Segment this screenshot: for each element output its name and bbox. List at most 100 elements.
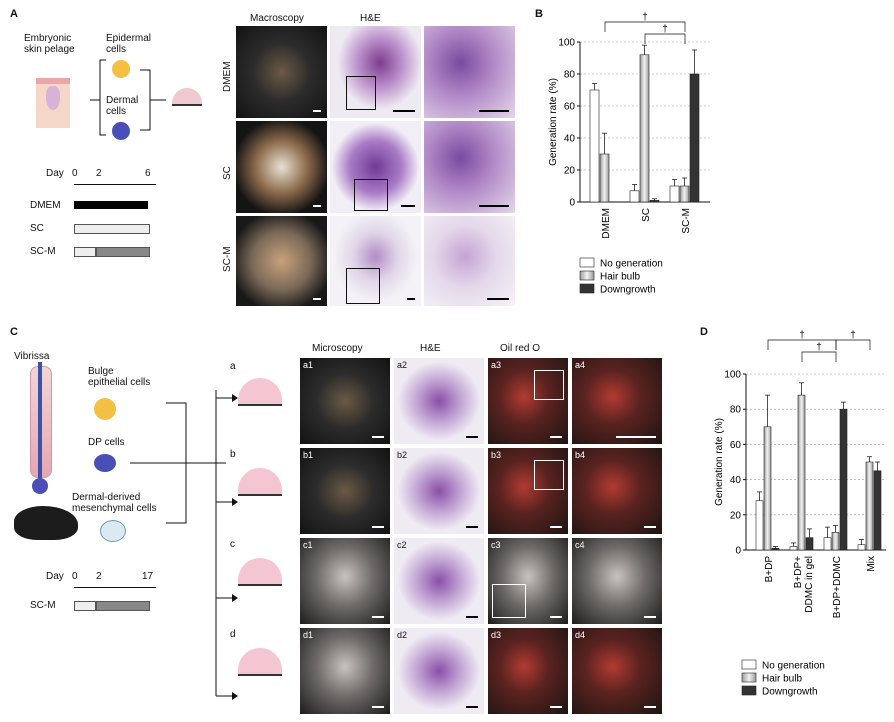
tile-label: b2 <box>397 450 408 460</box>
legend-swatch <box>579 257 595 268</box>
dermal-cells-label: Dermal cells <box>106 95 139 117</box>
tile-label: a1 <box>303 360 314 370</box>
chart-d: 0 20 40 60 80 100 Generation rate (%) B+DP B+DP+… <box>714 330 886 698</box>
mouse-icon <box>14 506 78 540</box>
bulge-cells-icon <box>94 398 116 420</box>
branch-arrows <box>215 390 238 700</box>
bar <box>771 547 780 551</box>
legend-label: No generation <box>600 259 663 270</box>
tile-label: c1 <box>303 540 313 550</box>
scale-bar <box>616 436 656 438</box>
legend-label: Downgrowth <box>762 687 818 698</box>
row-label-dmem: DMEM <box>222 61 233 92</box>
dagger-mark: † <box>816 342 822 353</box>
tile-label: d1 <box>303 630 314 640</box>
bar <box>823 537 832 551</box>
y-tick-label: 20 <box>564 166 576 177</box>
significance-bracket <box>767 339 837 350</box>
hair-bud-icon <box>46 86 60 110</box>
c-scm-arrow-dark <box>96 601 150 611</box>
significance-bracket <box>604 21 686 32</box>
bar <box>649 200 660 203</box>
vibrissa-shaft <box>38 362 42 482</box>
a-scm-he-zoom <box>424 216 515 306</box>
bar <box>589 89 600 203</box>
ddmc-cells-icon <box>100 520 126 542</box>
panel-a-letter: A <box>10 8 18 20</box>
bar <box>669 185 680 203</box>
scale-bar <box>550 616 562 618</box>
droplet-b-icon <box>238 468 282 496</box>
y-tick-label: 100 <box>724 370 741 381</box>
category-label: SC-M <box>681 208 692 234</box>
tile-label: a4 <box>575 360 586 370</box>
y-tick-label: 80 <box>730 405 742 416</box>
scale-bar <box>550 436 562 438</box>
y-tick-label: 80 <box>564 70 576 81</box>
tile-b4: b4 <box>572 448 662 534</box>
timeline-c-tick-0: 0 <box>72 571 78 582</box>
droplet-a-icon <box>238 378 282 406</box>
y-tick-label: 60 <box>564 102 576 113</box>
category-label: Mix <box>866 556 877 572</box>
scale-bar <box>466 706 478 708</box>
scale-bar <box>466 436 478 438</box>
zoom-box <box>534 370 564 400</box>
legend-label: Hair bulb <box>600 272 640 283</box>
bar <box>797 394 806 551</box>
category-label: DMEM <box>601 208 612 239</box>
y-tick-label: 0 <box>569 198 575 209</box>
droplet-c-icon <box>238 558 282 586</box>
a-sc-he <box>330 121 421 213</box>
row-label-scm: SC-M <box>222 246 233 272</box>
tile-label: d2 <box>397 630 408 640</box>
legend-label: No generation <box>762 661 825 672</box>
sc-arrow <box>74 224 150 234</box>
row-letter-b: b <box>230 449 236 460</box>
scale-bar <box>372 616 384 618</box>
timeline-a-dmem: DMEM <box>30 200 61 211</box>
vibrissa-bulb-icon <box>32 478 48 494</box>
category-label: B+DP <box>764 556 775 583</box>
schematic-a-arrows <box>90 59 166 136</box>
tile-c1: c1 <box>300 538 390 624</box>
dagger-mark: † <box>662 24 668 35</box>
tile-label: b3 <box>491 450 502 460</box>
legend-label: Downgrowth <box>600 285 656 296</box>
scale-bar <box>372 526 384 528</box>
a-sc-he-zoom <box>424 121 515 213</box>
timeline-a-scm: SC-M <box>30 246 56 257</box>
tile-label: b1 <box>303 450 314 460</box>
scale-bar <box>550 706 562 708</box>
col-header-he-c: H&E <box>420 343 441 354</box>
y-tick-label: 60 <box>730 440 742 451</box>
bar <box>873 470 882 551</box>
tile-c3: c3 <box>488 538 568 624</box>
a-dmem-he <box>330 26 421 118</box>
dmem-arrow <box>74 201 148 209</box>
scale-bar <box>466 526 478 528</box>
y-axis-label: Generation rate (%) <box>548 78 559 166</box>
tile-label: c4 <box>575 540 585 550</box>
bar <box>629 190 640 203</box>
reconstituted-droplet-icon <box>172 88 202 106</box>
legend-swatch <box>741 659 757 670</box>
panel-c-letter: C <box>10 326 18 338</box>
dp-cells-label: DP cells <box>88 437 125 448</box>
timeline-a-tick-2: 2 <box>96 168 102 179</box>
schematic-c-arrows <box>130 402 226 524</box>
tile-a1: a1 <box>300 358 390 444</box>
bar <box>865 461 874 551</box>
timeline-c-day-label: Day <box>46 571 64 582</box>
bulge-label: Bulge epithelial cells <box>88 366 151 388</box>
bar <box>679 185 690 203</box>
col-header-he: H&E <box>360 13 381 24</box>
dagger-mark: † <box>850 330 856 341</box>
dermal-cells-icon <box>112 122 130 140</box>
significance-bracket <box>835 339 871 350</box>
tile-a4: a4 <box>572 358 662 444</box>
tile-label: a3 <box>491 360 502 370</box>
category-label: SC <box>641 208 652 222</box>
y-tick-label: 0 <box>735 546 741 557</box>
timeline-c-scm: SC-M <box>30 600 56 611</box>
